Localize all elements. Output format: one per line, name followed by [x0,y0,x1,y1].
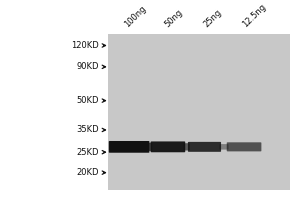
Text: 12.5ng: 12.5ng [241,2,268,29]
FancyBboxPatch shape [151,141,185,152]
Text: 25KD: 25KD [77,148,99,157]
FancyBboxPatch shape [148,143,152,151]
Text: 100ng: 100ng [123,4,148,29]
Text: 25ng: 25ng [202,7,224,29]
Text: 35KD: 35KD [76,125,99,134]
FancyBboxPatch shape [188,142,221,152]
Text: 50ng: 50ng [164,7,185,29]
Bar [108,34,290,190]
Text: 20KD: 20KD [77,168,99,177]
FancyBboxPatch shape [183,143,190,150]
FancyBboxPatch shape [109,141,149,153]
Text: 120KD: 120KD [71,41,99,50]
Text: 50KD: 50KD [77,96,99,105]
FancyBboxPatch shape [219,144,229,150]
FancyBboxPatch shape [227,142,261,151]
Text: 90KD: 90KD [77,62,99,71]
